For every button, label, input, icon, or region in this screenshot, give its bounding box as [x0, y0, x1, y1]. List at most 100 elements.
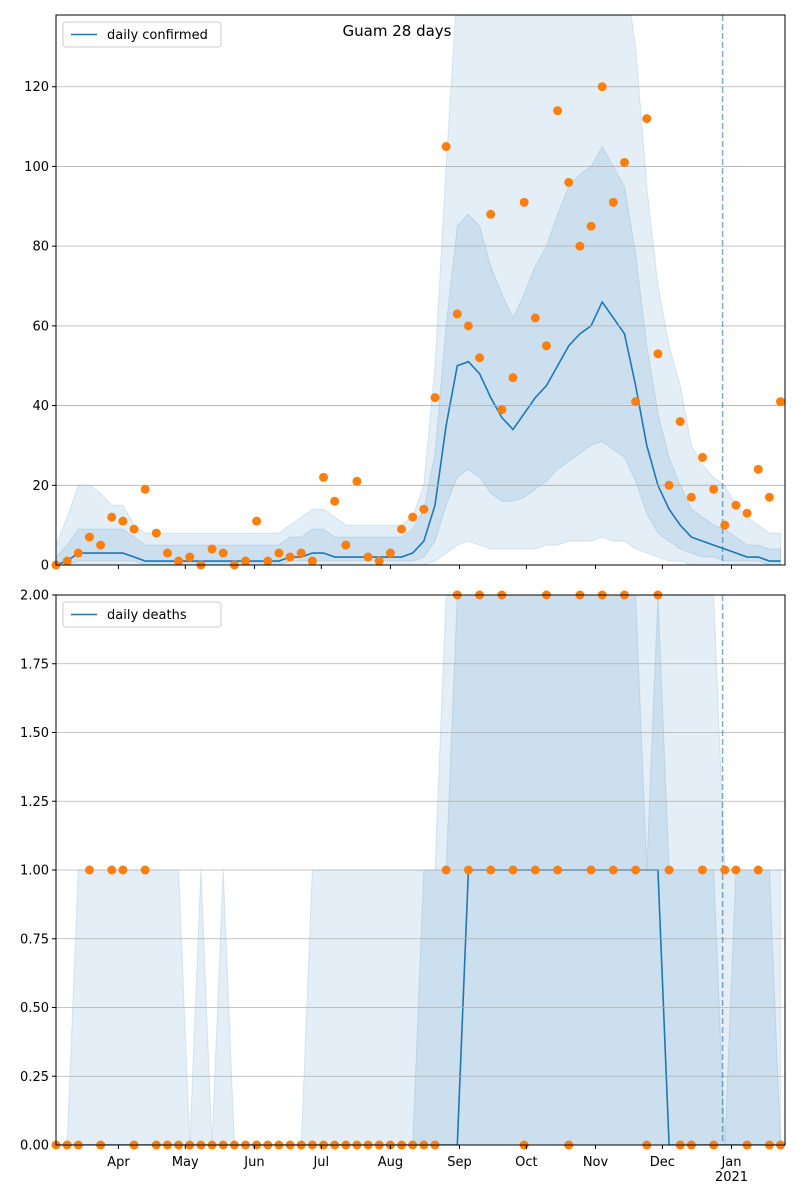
- y-tick-label: 1.50: [20, 726, 49, 741]
- data-point: [631, 865, 641, 875]
- chart-title: Guam 28 days: [343, 22, 452, 40]
- x-tick-label: Jun: [243, 1155, 264, 1170]
- data-point: [720, 865, 730, 875]
- data-point: [397, 524, 407, 534]
- data-point: [352, 476, 362, 486]
- y-tick-label: 100: [24, 160, 49, 175]
- data-point: [519, 197, 529, 207]
- data-point: [586, 221, 596, 231]
- data-point: [675, 417, 685, 427]
- data-point: [508, 373, 518, 383]
- data-point: [107, 865, 117, 875]
- data-point: [385, 548, 395, 558]
- data-point: [709, 484, 719, 494]
- data-point: [698, 865, 708, 875]
- data-point: [319, 472, 329, 482]
- data-point: [463, 321, 473, 331]
- data-point: [597, 82, 607, 92]
- data-point: [285, 552, 295, 562]
- data-point: [218, 548, 228, 558]
- legend-label: daily confirmed: [107, 28, 208, 43]
- x-tick-label: Nov: [583, 1155, 609, 1170]
- data-point: [497, 405, 507, 415]
- data-point: [140, 865, 150, 875]
- data-point: [452, 309, 462, 319]
- data-point: [608, 197, 618, 207]
- data-point: [330, 496, 340, 506]
- data-point: [162, 548, 172, 558]
- data-point: [174, 556, 184, 566]
- x-tick-label: Sep: [447, 1155, 472, 1170]
- data-point: [207, 544, 217, 554]
- data-point: [84, 532, 94, 542]
- data-point: [62, 556, 72, 566]
- data-point: [441, 142, 451, 152]
- data-point: [185, 552, 195, 562]
- data-point: [140, 484, 150, 494]
- y-tick-label: 1.25: [20, 795, 49, 810]
- data-point: [564, 177, 574, 187]
- data-point: [619, 157, 629, 167]
- data-point: [96, 540, 106, 550]
- data-point: [698, 452, 708, 462]
- data-point: [252, 516, 262, 526]
- x-tick-label: Jul: [312, 1155, 329, 1170]
- data-point: [151, 528, 161, 538]
- y-tick-label: 0.75: [20, 932, 49, 947]
- data-point: [642, 114, 652, 124]
- data-point: [530, 313, 540, 323]
- data-point: [84, 865, 94, 875]
- y-tick-label: 1.00: [20, 864, 49, 879]
- legend-box: [62, 601, 222, 628]
- data-point: [486, 865, 496, 875]
- x-tick-label: Dec: [650, 1155, 675, 1170]
- x-tick-label: Jan 2021: [715, 1155, 748, 1185]
- data-point: [118, 516, 128, 526]
- data-point: [586, 865, 596, 875]
- data-point: [742, 508, 752, 518]
- y-tick-label: 80: [32, 240, 49, 255]
- y-tick-label: 40: [32, 399, 49, 414]
- data-point: [296, 548, 306, 558]
- data-point: [240, 556, 250, 566]
- data-point: [720, 520, 730, 530]
- series-line: [56, 869, 781, 1145]
- y-tick-label: 20: [32, 479, 49, 494]
- data-point: [129, 524, 139, 534]
- data-point: [408, 512, 418, 522]
- data-point: [608, 865, 618, 875]
- y-tick-label: 0.00: [20, 1139, 49, 1154]
- data-point: [776, 397, 786, 407]
- axes-frame: [55, 14, 786, 566]
- plot-area: [56, 15, 782, 565]
- data-point: [664, 480, 674, 490]
- y-tick-label: 0.50: [20, 1001, 49, 1016]
- data-point: [664, 865, 674, 875]
- data-point: [686, 492, 696, 502]
- y-tick-label: 0.25: [20, 1070, 49, 1085]
- x-tick-label: May: [172, 1155, 199, 1170]
- data-point: [631, 397, 641, 407]
- x-tick-label: Aug: [378, 1155, 403, 1170]
- data-point: [107, 512, 117, 522]
- data-point: [263, 556, 273, 566]
- data-point: [374, 556, 384, 566]
- data-point: [307, 556, 317, 566]
- data-point: [553, 106, 563, 116]
- data-point: [731, 500, 741, 510]
- data-point: [118, 865, 128, 875]
- data-point: [653, 349, 663, 359]
- legend-box: [62, 21, 222, 48]
- data-point: [530, 865, 540, 875]
- data-point: [486, 209, 496, 219]
- data-point: [553, 865, 563, 875]
- data-point: [363, 552, 373, 562]
- data-point: [475, 353, 485, 363]
- data-point: [73, 548, 83, 558]
- data-point: [731, 865, 741, 875]
- y-tick-label: 120: [24, 80, 49, 95]
- y-tick-label: 60: [32, 319, 49, 334]
- data-point: [419, 504, 429, 514]
- legend-label: daily deaths: [107, 608, 187, 623]
